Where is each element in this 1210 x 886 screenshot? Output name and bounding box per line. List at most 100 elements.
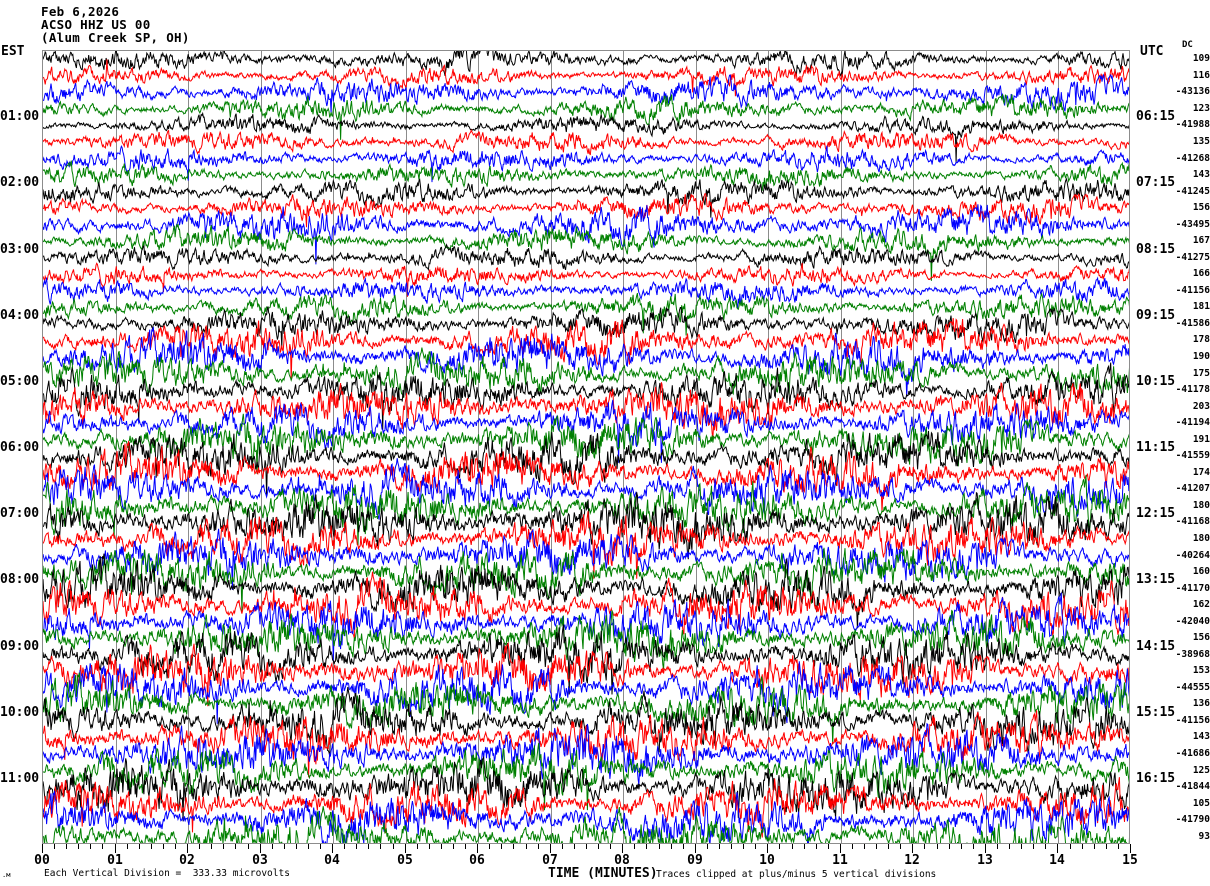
x-tick-minor	[90, 844, 91, 849]
dc-value-row-0: 109	[1192, 53, 1210, 65]
trace-row-32	[43, 554, 1130, 629]
trace-row-38	[43, 661, 1130, 724]
trace-row-34	[43, 593, 1130, 662]
dc-value-row-7: 143	[1192, 169, 1210, 181]
dc-value-row-41: 143	[1192, 731, 1210, 743]
x-tick-minor	[924, 844, 925, 849]
x-tick-label-13: 13	[977, 853, 993, 868]
x-tick-minor	[610, 844, 611, 849]
gridline-minute-8	[623, 51, 624, 843]
x-tick-label-05: 05	[397, 853, 413, 868]
dc-value-row-27: 180	[1192, 499, 1210, 511]
trace-row-43	[43, 743, 1130, 810]
x-tick-major-12	[912, 844, 913, 853]
header-site: (Alum Creek SP, OH)	[41, 30, 190, 45]
x-tick-minor	[755, 844, 756, 849]
trace-row-18	[43, 327, 1130, 397]
est-label-0300: 03:00	[0, 241, 40, 257]
trace-row-47	[43, 806, 1130, 844]
x-tick-major-14	[1057, 844, 1058, 853]
trace-row-44	[43, 758, 1130, 822]
x-axis-title: TIME (MINUTES)	[548, 866, 658, 881]
x-tick-minor	[937, 844, 938, 849]
x-tick-minor	[284, 844, 285, 849]
dc-value-row-46: -41790	[1175, 814, 1210, 826]
dc-value-row-35: 156	[1192, 632, 1210, 644]
dc-value-row-36: -38968	[1175, 648, 1210, 660]
x-tick-label-11: 11	[832, 853, 848, 868]
dc-value-row-3: 123	[1192, 102, 1210, 114]
trace-row-28	[43, 492, 1130, 559]
trace-row-2	[43, 75, 1130, 113]
x-tick-minor	[380, 844, 381, 849]
x-tick-minor	[78, 844, 79, 849]
x-tick-minor	[707, 844, 708, 849]
dc-value-row-2: -43136	[1175, 86, 1210, 98]
x-tick-minor	[501, 844, 502, 849]
x-tick-minor	[1033, 844, 1034, 849]
x-tick-minor	[102, 844, 103, 849]
gridline-minute-14	[1058, 51, 1059, 843]
trace-row-37	[43, 644, 1130, 707]
x-tick-minor	[634, 844, 635, 849]
dc-value-row-10: -43495	[1175, 218, 1210, 230]
x-tick-label-03: 03	[252, 853, 268, 868]
x-tick-minor	[1009, 844, 1010, 849]
gridline-minute-3	[261, 51, 262, 843]
x-tick-minor	[272, 844, 273, 849]
trace-row-20	[43, 363, 1130, 430]
trace-row-27	[43, 475, 1130, 546]
x-tick-minor	[864, 844, 865, 849]
trace-row-10	[43, 204, 1130, 264]
utc-label-1215: 12:15	[1136, 506, 1176, 522]
x-tick-label-08: 08	[614, 853, 630, 868]
x-tick-minor	[235, 844, 236, 849]
trace-row-33	[43, 572, 1130, 639]
utc-label-1415: 14:15	[1136, 638, 1176, 654]
x-tick-minor	[888, 844, 889, 849]
trace-row-26	[43, 458, 1130, 519]
gridline-minute-7	[551, 51, 552, 843]
x-tick-minor	[731, 844, 732, 849]
x-tick-minor	[453, 844, 454, 849]
gridline-minute-2	[188, 51, 189, 843]
x-tick-minor	[586, 844, 587, 849]
trace-row-29	[43, 511, 1130, 579]
x-tick-minor	[949, 844, 950, 849]
trace-row-46	[43, 791, 1130, 844]
left-axis-label: EST	[1, 44, 25, 59]
est-label-1000: 10:00	[0, 704, 40, 720]
x-tick-major-09	[695, 844, 696, 853]
x-tick-major-04	[332, 844, 333, 853]
x-tick-major-03	[260, 844, 261, 853]
est-label-1100: 11:00	[0, 770, 40, 786]
header-date: Feb 6,2026	[41, 4, 120, 19]
x-tick-minor	[163, 844, 164, 849]
est-label-0500: 05:00	[0, 373, 40, 389]
x-tick-minor	[308, 844, 309, 849]
dc-value-row-16: -41586	[1175, 317, 1210, 329]
trace-row-7	[43, 161, 1130, 191]
dc-value-row-30: -40264	[1175, 549, 1210, 561]
est-label-0400: 04:00	[0, 307, 40, 323]
dc-value-row-42: -41686	[1175, 748, 1210, 760]
trace-row-45	[43, 777, 1130, 837]
x-tick-minor	[151, 844, 152, 849]
dc-value-row-29: 180	[1192, 532, 1210, 544]
x-tick-minor	[320, 844, 321, 849]
dc-value-row-33: 162	[1192, 599, 1210, 611]
x-tick-minor	[393, 844, 394, 849]
dc-value-row-13: 166	[1192, 268, 1210, 280]
trace-row-6	[43, 146, 1130, 182]
x-tick-minor	[574, 844, 575, 849]
trace-row-4	[43, 114, 1130, 163]
x-tick-minor	[659, 844, 660, 849]
dc-value-row-5: 135	[1192, 135, 1210, 147]
est-label-0900: 09:00	[0, 638, 40, 654]
dc-value-row-24: -41559	[1175, 450, 1210, 462]
trace-row-14	[43, 278, 1130, 308]
dc-value-row-8: -41245	[1175, 185, 1210, 197]
x-tick-minor	[900, 844, 901, 849]
seismogram-plot-area[interactable]	[42, 50, 1130, 844]
utc-label-1315: 13:15	[1136, 572, 1176, 588]
